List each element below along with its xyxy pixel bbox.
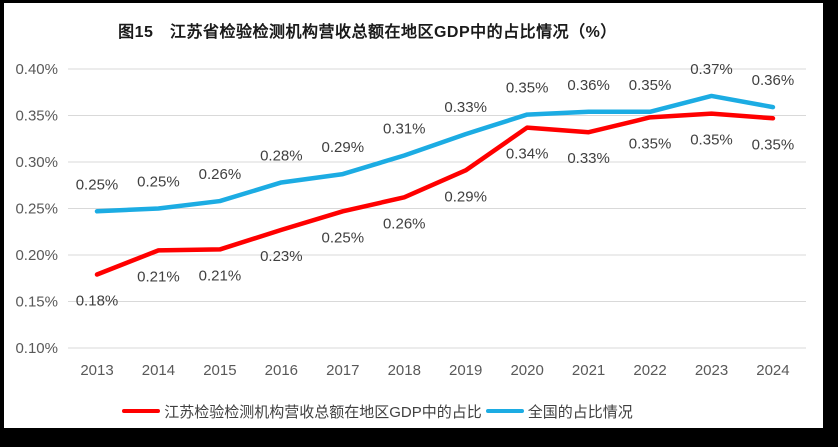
data-label-jiangsu: 0.29%: [444, 188, 487, 205]
data-label-national: 0.35%: [629, 77, 672, 94]
x-tick-label: 2022: [633, 362, 666, 379]
data-label-national: 0.28%: [260, 147, 303, 164]
y-tick-label: 0.40%: [15, 61, 58, 78]
y-tick-label: 0.15%: [15, 294, 58, 311]
data-label-national: 0.29%: [322, 139, 365, 156]
y-tick-label: 0.25%: [15, 201, 58, 218]
x-tick-label: 2023: [695, 362, 728, 379]
legend-label-jiangsu: 江苏检验检测机构营收总额在地区GDP中的占比: [164, 403, 482, 421]
series-line-national: [94, 93, 776, 214]
data-label-jiangsu: 0.33%: [567, 150, 610, 167]
data-label-jiangsu: 0.25%: [322, 229, 365, 246]
chart-svg: 0.10% 0.15% 0.20% 0.25% 0.30% 0.35% 0.40% 2013 2…: [15, 61, 806, 379]
x-tick-label: 2018: [388, 362, 421, 379]
data-label-jiangsu: 0.23%: [260, 248, 303, 265]
x-tick-label: 2019: [449, 362, 482, 379]
data-label-jiangsu: 0.26%: [383, 215, 426, 232]
x-tick-label: 2013: [80, 362, 113, 379]
x-tick-label: 2020: [510, 362, 543, 379]
data-label-jiangsu: 0.35%: [690, 132, 733, 149]
x-tick-label: 2017: [326, 362, 359, 379]
y-tick-label: 0.30%: [15, 154, 58, 171]
data-label-national: 0.35%: [506, 80, 549, 97]
data-label-national: 0.25%: [137, 174, 180, 191]
x-tick-label: 2021: [572, 362, 605, 379]
data-label-jiangsu: 0.34%: [506, 146, 549, 163]
legend-swatch-jiangsu-line: [122, 409, 161, 413]
chart-title: 图15 江苏省检验检测机构营收总额在地区GDP中的占比情况（%）: [118, 24, 617, 41]
x-tick-label: 2016: [265, 362, 298, 379]
x-tick-label: 2024: [756, 362, 789, 379]
data-label-national: 0.26%: [199, 166, 242, 183]
series-line-jiangsu: [94, 111, 776, 277]
data-label-national: 0.36%: [567, 77, 610, 94]
x-tick-label: 2014: [142, 362, 175, 379]
data-label-jiangsu: 0.21%: [199, 267, 242, 284]
data-label-national: 0.36%: [752, 72, 795, 89]
data-label-national: 0.31%: [383, 120, 426, 137]
y-tick-label: 0.10%: [15, 340, 58, 357]
data-label-jiangsu: 0.21%: [137, 268, 180, 285]
data-label-national: 0.25%: [76, 176, 119, 193]
x-tick-label: 2015: [203, 362, 236, 379]
data-label-jiangsu: 0.18%: [76, 293, 119, 310]
data-label-jiangsu: 0.35%: [629, 135, 672, 152]
legend-label-national: 全国的占比情况: [527, 403, 633, 421]
y-tick-label: 0.35%: [15, 108, 58, 125]
chart-canvas: 图15 江苏省检验检测机构营收总额在地区GDP中的占比情况（%） 0.10% 0.…: [4, 3, 823, 428]
legend-swatch-national-line: [485, 409, 524, 413]
data-label-jiangsu: 0.35%: [752, 136, 795, 153]
data-label-national: 0.37%: [690, 61, 733, 78]
y-tick-label: 0.20%: [15, 247, 58, 264]
data-label-national: 0.33%: [444, 99, 487, 116]
chart-legend: 江苏检验检测机构营收总额在地区GDP中的占比 全国的占比情况: [4, 402, 751, 421]
